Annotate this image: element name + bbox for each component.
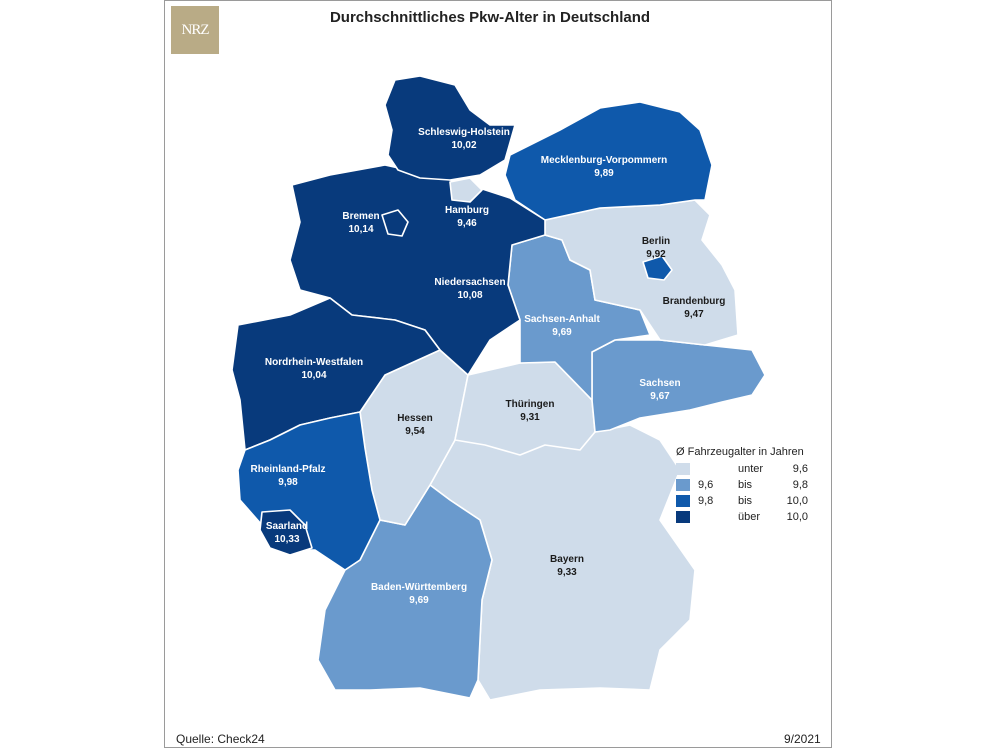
legend-upper: 10,0	[786, 511, 808, 523]
state-value: 9,69	[552, 327, 572, 338]
state-name: Sachsen	[639, 378, 680, 389]
state-value: 10,04	[301, 370, 326, 381]
state-berlin[interactable]	[642, 255, 673, 281]
state-name: Bayern	[550, 554, 584, 565]
state-value: 9,47	[684, 309, 704, 320]
legend-swatch	[676, 463, 690, 475]
label-nordrhein-westfalen: Nordrhein-Westfalen 10,04	[265, 357, 363, 381]
label-hessen: Hessen 9,54	[397, 413, 433, 437]
legend-swatch	[676, 511, 690, 523]
state-name: Hessen	[397, 413, 433, 424]
label-brandenburg: Brandenburg 9,47	[663, 296, 726, 320]
label-sachsen-anhalt: Sachsen-Anhalt 9,69	[524, 314, 600, 338]
state-name: Bremen	[342, 211, 379, 222]
label-bremen: Bremen 10,14	[342, 211, 379, 235]
state-baden-wuerttemberg[interactable]	[317, 484, 493, 699]
legend-lower: 9,8	[698, 495, 714, 507]
legend-relation: über	[738, 511, 761, 523]
legend: Ø Fahrzeugalter in Jahren unter 9,6 9,6 …	[676, 446, 808, 525]
label-bayern: Bayern 9,33	[550, 554, 584, 578]
state-name: Schleswig-Holstein	[418, 127, 510, 138]
legend-upper: 9,6	[792, 463, 808, 475]
state-name: Nordrhein-Westfalen	[265, 357, 363, 368]
state-name: Niedersachsen	[434, 277, 505, 288]
state-value: 9,33	[557, 567, 577, 578]
state-name: Hamburg	[445, 205, 489, 216]
map-title: Durchschnittliches Pkw-Alter in Deutschl…	[329, 9, 651, 26]
state-saarland[interactable]	[259, 509, 313, 556]
legend-lower: 9,6	[698, 479, 714, 491]
label-schleswig-holstein: Schleswig-Holstein 10,02	[418, 127, 510, 151]
state-value: 9,54	[405, 426, 425, 437]
legend-swatch	[676, 479, 690, 491]
state-value: 9,89	[594, 168, 614, 179]
state-value: 9,98	[278, 477, 298, 488]
state-value: 10,33	[274, 534, 299, 545]
state-name: Berlin	[642, 236, 670, 247]
state-value: 9,92	[646, 249, 666, 260]
legend-upper: 10,0	[786, 495, 808, 507]
label-berlin: Berlin 9,92	[642, 236, 670, 260]
legend-row: 9,6 bis 9,8	[676, 477, 808, 493]
state-value: 9,67	[650, 391, 670, 402]
state-name: Mecklenburg-Vorpommern	[541, 155, 668, 166]
legend-swatch	[676, 495, 690, 507]
state-nordrhein-westfalen[interactable]	[231, 297, 441, 451]
legend-row: unter 9,6	[676, 461, 808, 477]
logo-text: NRZ	[181, 21, 210, 38]
state-value: 10,02	[451, 140, 476, 151]
legend-relation: unter	[738, 463, 764, 475]
state-bremen[interactable]	[381, 209, 409, 237]
label-saarland: Saarland 10,33	[266, 521, 308, 545]
state-name: Sachsen-Anhalt	[524, 314, 600, 325]
label-niedersachsen: Niedersachsen 10,08	[434, 277, 505, 301]
state-value: 10,08	[457, 290, 482, 301]
label-mecklenburg-vorpommern: Mecklenburg-Vorpommern 9,89	[541, 155, 668, 179]
state-name: Rheinland-Pfalz	[250, 464, 325, 475]
state-hamburg[interactable]	[449, 177, 483, 203]
legend-relation: bis	[738, 495, 753, 507]
date-note: 9/2021	[784, 732, 821, 746]
label-rheinland-pfalz: Rheinland-Pfalz 9,98	[250, 464, 325, 488]
state-name: Thüringen	[506, 399, 555, 410]
legend-row: über 10,0	[676, 509, 808, 525]
source-note: Quelle: Check24	[176, 732, 265, 746]
state-value: 9,31	[520, 412, 540, 423]
legend-title: Ø Fahrzeugalter in Jahren	[676, 446, 804, 458]
state-value: 10,14	[348, 224, 373, 235]
state-value: 9,46	[457, 218, 477, 229]
label-baden-wuerttemberg: Baden-Württemberg 9,69	[371, 582, 467, 606]
label-sachsen: Sachsen 9,67	[639, 378, 680, 402]
nrz-logo: NRZ	[171, 6, 219, 54]
state-value: 9,69	[409, 595, 429, 606]
legend-upper: 9,8	[792, 479, 808, 491]
label-thueringen: Thüringen 9,31	[506, 399, 555, 423]
label-hamburg: Hamburg 9,46	[445, 205, 489, 229]
state-name: Baden-Württemberg	[371, 582, 467, 593]
state-name: Saarland	[266, 521, 308, 532]
state-schleswig-holstein[interactable]	[384, 75, 516, 181]
legend-row: 9,8 bis 10,0	[676, 493, 808, 509]
legend-relation: bis	[738, 479, 753, 491]
state-name: Brandenburg	[663, 296, 726, 307]
